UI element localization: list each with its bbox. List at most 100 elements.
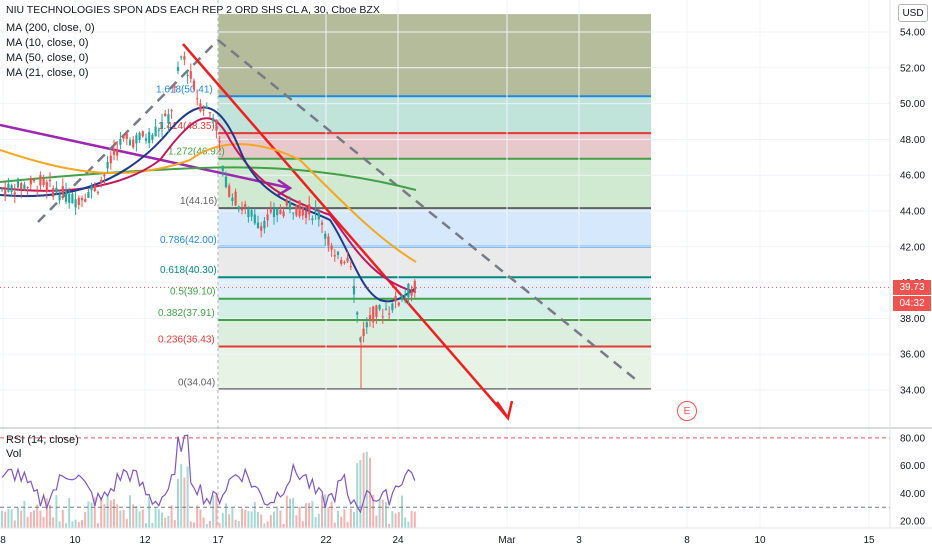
volume-bar <box>285 495 288 528</box>
volume-bar <box>273 511 275 528</box>
x-tick-label: 10 <box>69 535 81 546</box>
candle-body <box>231 197 234 201</box>
volume-bar <box>276 506 279 528</box>
candle-body <box>199 103 202 112</box>
candle-body <box>352 285 356 295</box>
fib-level-label: 1.618(50.41) <box>156 84 213 95</box>
candle-body <box>218 140 221 143</box>
candle-body <box>244 203 247 208</box>
volume-bar <box>87 501 90 528</box>
volume-bar <box>132 504 135 528</box>
volume-bar <box>55 495 58 528</box>
volume-bar <box>375 515 378 528</box>
volume-bar <box>330 501 333 528</box>
candle-body <box>346 257 349 262</box>
candle-body <box>125 133 128 139</box>
indicator-ma10[interactable]: MA (10, close, 0) <box>6 37 89 49</box>
candle-body <box>106 161 109 169</box>
indicator-ma50[interactable]: MA (50, close, 0) <box>6 52 89 64</box>
fib-level-label: 0.5(39.10) <box>170 287 216 298</box>
earnings-marker[interactable]: E <box>677 401 697 421</box>
volume-bar <box>394 513 397 528</box>
volume-bar <box>125 518 128 528</box>
currency-button[interactable]: USD <box>898 4 928 22</box>
candle-body <box>349 266 352 268</box>
volume-bar <box>340 516 343 528</box>
indicator-ma200[interactable]: MA (200, close, 0) <box>6 22 95 34</box>
candle-body <box>314 208 317 212</box>
candle-body <box>112 148 116 155</box>
indicator-ma21[interactable]: MA (21, close, 0) <box>6 67 89 79</box>
volume-bar <box>170 505 173 528</box>
fib-level-label: 1.414(48.35) <box>158 121 215 132</box>
volume-bar <box>61 509 64 528</box>
volume-bar <box>65 523 67 528</box>
volume-bar <box>362 452 365 528</box>
volume-bar <box>311 501 314 528</box>
volume-bar <box>253 502 256 528</box>
candle-body <box>173 86 176 88</box>
candle-body <box>263 220 266 229</box>
candle-body <box>285 199 288 206</box>
vol-title[interactable]: Vol <box>6 448 22 460</box>
candle-body <box>391 303 394 311</box>
candle-body <box>215 119 218 131</box>
volume-bar <box>42 516 45 528</box>
x-tick-label: 17 <box>212 535 224 546</box>
volume-bar <box>391 511 394 528</box>
volume-bar <box>186 466 189 528</box>
volume-bar <box>260 514 263 528</box>
grid <box>0 0 890 528</box>
volume-bar <box>234 519 237 528</box>
candle-body <box>324 233 327 239</box>
volume-bar <box>378 500 381 528</box>
candle-body <box>404 294 407 296</box>
candle-body <box>276 208 279 216</box>
fib-zone <box>218 14 651 97</box>
candle-body <box>365 322 368 328</box>
red-trendline <box>182 43 509 419</box>
candle-body <box>304 210 308 218</box>
volume-bar <box>93 497 96 528</box>
volume-bar <box>282 523 285 528</box>
candle-body <box>397 302 400 306</box>
candle-body <box>359 337 362 342</box>
volume-bar <box>397 512 400 528</box>
rsi-title[interactable]: RSI (14, close) <box>6 434 79 446</box>
volume-bar <box>413 511 416 528</box>
candle-body <box>202 109 205 111</box>
candle-body <box>122 135 125 139</box>
candle-body <box>221 165 224 171</box>
volume-bar <box>385 502 387 528</box>
volume-bar <box>116 504 119 528</box>
volume-bar <box>100 496 103 528</box>
rsi-tick-label: 60.00 <box>900 461 925 472</box>
volume-bar <box>215 494 218 528</box>
candle-body <box>45 181 48 192</box>
y-tick-label: 54.00 <box>900 28 925 39</box>
candle-body <box>26 187 29 189</box>
volume-bar <box>1 510 3 528</box>
volume-bar <box>257 512 259 528</box>
candle-body <box>189 71 192 79</box>
candle-body <box>103 174 106 177</box>
volume-bar <box>279 510 282 528</box>
candle-body <box>333 255 336 257</box>
volume-bar <box>404 517 407 528</box>
volume-bar <box>372 494 375 528</box>
fib-zone <box>218 246 651 278</box>
y-tick-label: 38.00 <box>900 314 925 325</box>
candle-body <box>55 187 58 193</box>
volume-bar <box>401 495 403 528</box>
candle-body <box>410 290 413 296</box>
candle-body <box>23 184 26 190</box>
candle-body <box>253 214 256 224</box>
candles <box>0 51 416 390</box>
volume-bar <box>39 510 42 528</box>
candle-body <box>336 251 340 256</box>
volume-bar <box>388 523 391 528</box>
volume-bar <box>20 510 23 528</box>
volume-bar <box>161 512 163 528</box>
candle-body <box>228 185 231 197</box>
